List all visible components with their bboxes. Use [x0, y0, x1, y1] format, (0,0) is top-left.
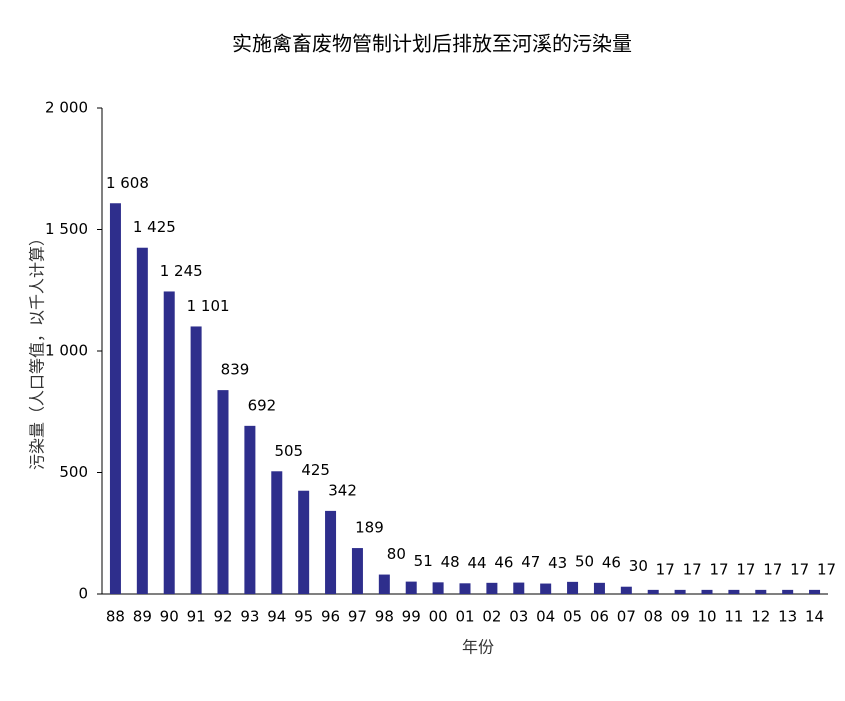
bar: [325, 510, 337, 594]
value-label: 425: [301, 461, 330, 479]
bar: [593, 582, 605, 594]
value-label: 17: [763, 560, 782, 578]
bar: [755, 589, 767, 594]
bar: [136, 247, 148, 594]
bar: [540, 583, 552, 594]
bar: [432, 582, 444, 594]
x-tick-label: 14: [805, 608, 824, 626]
x-tick-label: 09: [671, 608, 690, 626]
value-label: 17: [736, 560, 755, 578]
x-tick-label: 02: [482, 608, 501, 626]
value-label: 1 101: [187, 297, 230, 315]
x-tick-label: 95: [294, 608, 313, 626]
value-label: 43: [548, 554, 567, 572]
x-tick-label: 05: [563, 608, 582, 626]
bar: [405, 581, 417, 594]
y-tick-label: 1 000: [45, 342, 88, 360]
bar: [701, 589, 713, 594]
bar: [620, 586, 632, 594]
value-label: 17: [817, 560, 836, 578]
value-label: 46: [602, 553, 621, 571]
value-label: 17: [683, 560, 702, 578]
bar: [459, 583, 471, 594]
y-tick-label: 2 000: [45, 99, 88, 117]
x-tick-label: 13: [778, 608, 797, 626]
x-tick-label: 04: [536, 608, 555, 626]
bar: [271, 471, 283, 594]
bar: [567, 581, 579, 594]
value-label: 47: [521, 553, 540, 571]
value-label: 50: [575, 552, 594, 570]
bar: [647, 589, 659, 594]
bar: [782, 589, 794, 594]
value-label: 1 608: [106, 174, 149, 192]
x-tick-label: 98: [375, 608, 394, 626]
x-tick-label: 97: [348, 608, 367, 626]
value-label: 839: [221, 361, 250, 379]
x-tick-label: 88: [106, 608, 125, 626]
x-tick-label: 03: [509, 608, 528, 626]
value-label: 80: [387, 545, 406, 563]
y-axis-title: 污染量（人口等值，以千人计算）: [28, 230, 47, 470]
x-tick-label: 00: [429, 608, 448, 626]
bar: [244, 425, 256, 594]
value-label: 44: [467, 554, 486, 572]
bar: [109, 203, 121, 595]
value-label: 48: [441, 553, 460, 571]
value-label: 189: [355, 519, 384, 537]
bar: [513, 582, 525, 594]
x-tick-label: 89: [133, 608, 152, 626]
bar: [809, 589, 821, 594]
x-tick-label: 07: [617, 608, 636, 626]
x-tick-label: 93: [240, 608, 259, 626]
bar: [378, 574, 390, 594]
x-axis-title: 年份: [462, 638, 494, 657]
x-tick-label: 12: [751, 608, 770, 626]
bar: [163, 291, 175, 594]
y-tick-label: 1 500: [45, 220, 88, 238]
x-tick-label: 91: [187, 608, 206, 626]
bar: [190, 326, 202, 594]
x-tick-label: 90: [160, 608, 179, 626]
x-tick-label: 94: [267, 608, 286, 626]
bar: [486, 582, 498, 594]
x-tick-label: 11: [724, 608, 743, 626]
x-tick-label: 96: [321, 608, 340, 626]
x-tick-label: 08: [644, 608, 663, 626]
x-tick-label: 99: [402, 608, 421, 626]
bar: [351, 548, 363, 594]
value-label: 46: [494, 553, 513, 571]
bar: [217, 390, 229, 594]
bar: [674, 589, 686, 594]
value-label: 505: [274, 442, 303, 460]
value-label: 1 425: [133, 218, 176, 236]
value-label: 51: [414, 552, 433, 570]
value-label: 692: [248, 396, 277, 414]
value-label: 342: [328, 481, 357, 499]
bar: [728, 589, 740, 594]
chart-title: 实施禽畜废物管制计划后排放至河溪的污染量: [232, 32, 632, 56]
value-label: 17: [709, 560, 728, 578]
value-label: 30: [629, 557, 648, 575]
bar: [298, 490, 310, 594]
value-label: 17: [656, 560, 675, 578]
x-tick-label: 10: [697, 608, 716, 626]
value-label: 17: [790, 560, 809, 578]
x-tick-label: 92: [213, 608, 232, 626]
y-tick-label: 500: [59, 463, 88, 481]
x-tick-label: 06: [590, 608, 609, 626]
value-label: 1 245: [160, 262, 203, 280]
y-tick-label: 0: [78, 585, 88, 603]
x-tick-label: 01: [455, 608, 474, 626]
